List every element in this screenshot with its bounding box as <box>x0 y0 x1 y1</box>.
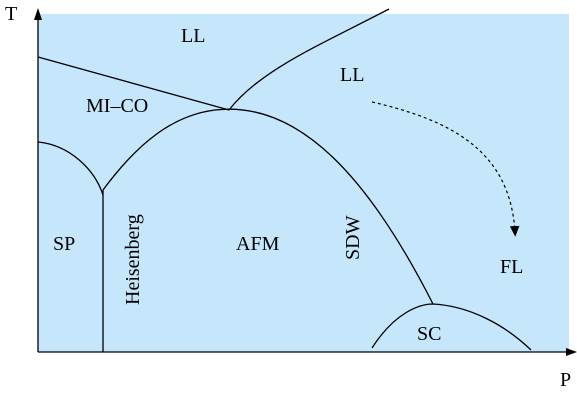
phase-label-ll-right: LL <box>340 64 364 86</box>
phase-label-sp: SP <box>53 233 75 255</box>
phase-label-afm: AFM <box>236 233 280 255</box>
x-axis-label: P <box>560 369 571 391</box>
boundary-mico-ll <box>37 56 230 111</box>
phase-label-sc: SC <box>417 323 441 345</box>
boundary-ll-ll <box>228 8 390 111</box>
crossover-arrow <box>371 101 520 237</box>
phase-label-sdw: SDW <box>342 215 364 260</box>
phase-label-fl: FL <box>500 256 523 278</box>
diagram-background <box>38 14 569 352</box>
y-axis-arrow-icon <box>34 8 42 20</box>
phase-label-mi-co: MI–CO <box>86 95 148 117</box>
phase-label-heisenberg: Heisenberg <box>122 214 144 305</box>
phase-label-ll-upper: LL <box>181 25 205 47</box>
y-axis-label: T <box>5 3 17 25</box>
x-axis-arrow-icon <box>566 348 577 356</box>
boundary-afm-dome <box>102 108 434 305</box>
boundary-sp <box>37 141 104 196</box>
boundary-sc-dome <box>371 303 532 351</box>
